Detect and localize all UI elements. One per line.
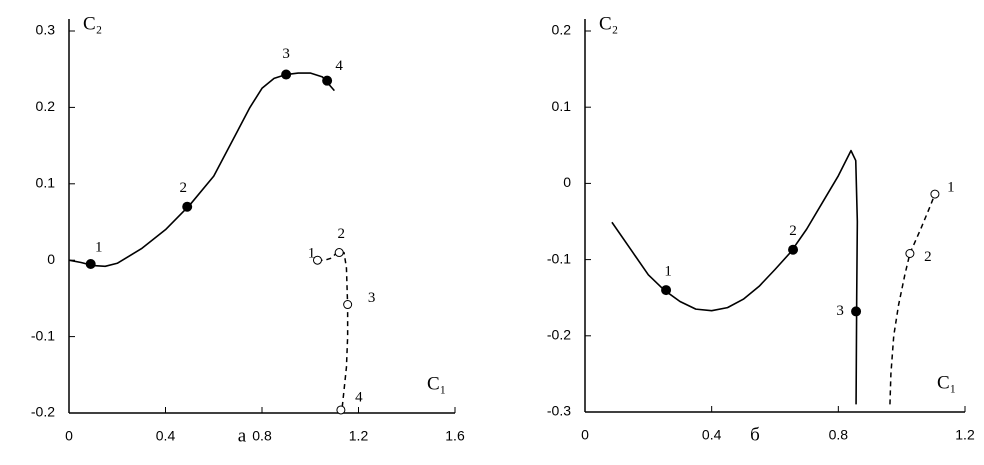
dashed-line: [889, 193, 936, 405]
panel-label: б: [750, 424, 760, 445]
y-tick-label: -0.1: [547, 250, 571, 266]
x-tick-label: 0: [65, 428, 73, 444]
x-tick-label: 1.2: [955, 427, 975, 443]
marker: [85, 259, 96, 270]
x-tick-label: 0: [581, 427, 589, 443]
point-label: 2: [924, 249, 932, 265]
y-tick-label: 0: [563, 174, 571, 190]
x-tick-label: 0.8: [829, 427, 849, 443]
point-label: 1: [664, 264, 672, 280]
marker: [322, 75, 333, 86]
point-label: 4: [355, 389, 363, 405]
marker: [182, 201, 193, 212]
x-tick-label: 1.2: [349, 428, 369, 444]
panel-label: а: [238, 425, 247, 446]
point-label: 3: [836, 303, 844, 319]
x-axis-label: C₁: [937, 372, 956, 393]
marker: [343, 300, 353, 310]
point-label: 1: [308, 246, 316, 262]
point-label: 2: [337, 226, 345, 242]
marker: [905, 249, 915, 259]
y-tick-label: 0: [47, 251, 55, 267]
y-tick-label: -0.2: [31, 404, 55, 420]
point-label: 1: [947, 180, 955, 196]
point-label: 4: [335, 58, 343, 74]
y-axis-label: C₂: [599, 13, 618, 34]
x-tick-label: 1.6: [445, 428, 465, 444]
point-label: 2: [179, 180, 187, 196]
marker: [788, 244, 799, 255]
marker: [281, 69, 292, 80]
point-label: 2: [789, 223, 797, 239]
y-axis-label: C₂: [83, 13, 102, 34]
solid-line: [68, 72, 335, 268]
marker: [930, 189, 940, 199]
x-tick-label: 0.4: [702, 427, 722, 443]
x-axis-label: C₁: [427, 373, 446, 394]
y-tick-label: -0.2: [547, 327, 571, 343]
x-tick-label: 0.4: [156, 428, 176, 444]
y-tick-label: 0.3: [36, 22, 56, 38]
y-tick-label: -0.3: [547, 403, 571, 419]
x-tick-label: 0.8: [252, 428, 272, 444]
point-label: 3: [368, 290, 376, 306]
marker: [312, 255, 322, 265]
dashed-line: [317, 250, 349, 414]
marker: [336, 405, 346, 415]
y-tick-label: -0.1: [31, 327, 55, 343]
point-label: 1: [95, 239, 103, 255]
point-label: 3: [282, 46, 290, 62]
marker: [661, 285, 672, 296]
solid-line: [611, 149, 859, 405]
marker: [851, 306, 862, 317]
y-tick-label: 0.1: [552, 98, 572, 114]
y-tick-label: 0.2: [36, 98, 56, 114]
y-tick-label: 0.1: [36, 175, 56, 191]
marker: [334, 248, 344, 258]
y-tick-label: 0.2: [552, 22, 572, 38]
